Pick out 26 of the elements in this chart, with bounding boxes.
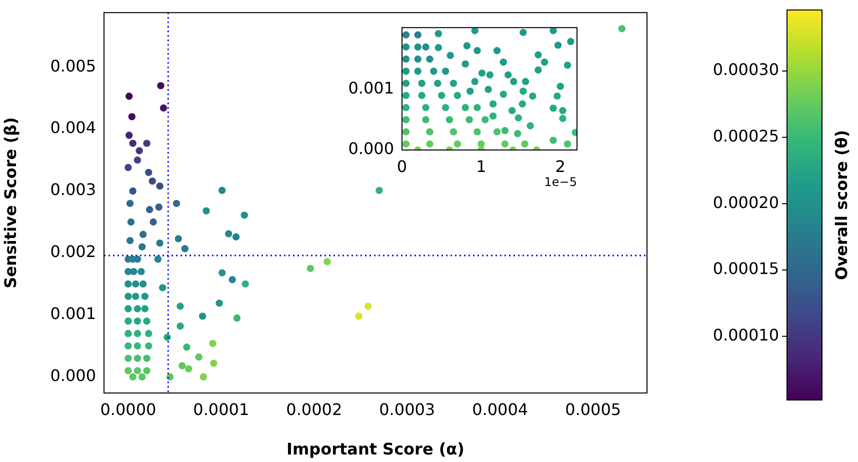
x-tick-label: 0.0004	[472, 400, 528, 419]
y-tick-label: 0.004	[50, 118, 96, 138]
y-tick-label: 0.000	[50, 366, 96, 386]
color-bar-label: 0.00015	[712, 259, 779, 278]
color-bar-label: 0.00010	[712, 325, 779, 344]
x-tick-label: 2	[555, 156, 566, 176]
color-bar-label: 0.00030	[712, 60, 779, 80]
y-tick-label: 0.002	[50, 242, 96, 262]
x-tick-label: 0.0003	[379, 400, 436, 419]
y-tick-label: 0.005	[50, 56, 96, 76]
x-tick-label: 0.0002	[286, 400, 342, 419]
x-tick-label: 0	[396, 156, 408, 176]
y-axis-title: Sensitive Score (β)	[0, 117, 20, 288]
color-bar-label: 0.00025	[712, 126, 779, 146]
color-bar-label: 0.00020	[712, 192, 779, 212]
y-tick-label: 0.000	[348, 139, 394, 158]
y-tick-label: 0.001	[348, 78, 394, 98]
x-tick-label: 0.0005	[565, 400, 622, 419]
x-axis-title: Important Score (α)	[286, 440, 464, 459]
y-tick-label: 0.001	[50, 304, 96, 324]
x-tick-label: 0.0001	[193, 400, 250, 419]
color-bar-title: Overall score (θ)	[832, 130, 852, 280]
x-tick-label: 1	[476, 156, 486, 176]
x-tick-label: 0.0000	[100, 400, 156, 419]
y-tick-label: 0.003	[50, 180, 96, 200]
annotation: 1e−5	[544, 175, 577, 190]
